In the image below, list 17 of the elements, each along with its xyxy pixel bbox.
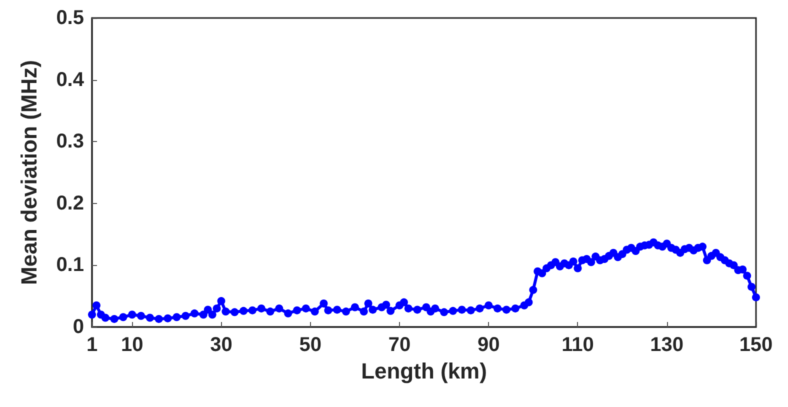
x-tick-label: 10 xyxy=(120,334,144,356)
x-tick-label: 70 xyxy=(388,334,411,356)
y-tick-label: 0.1 xyxy=(56,254,84,276)
y-tick-label: 0.3 xyxy=(56,130,84,153)
x-axis-title: Length (km) xyxy=(361,358,487,384)
x-tick-label: 1 xyxy=(86,334,98,356)
x-tick-label: 150 xyxy=(739,334,773,356)
y-tick-label: 0 xyxy=(72,316,84,338)
x-tick-label: 130 xyxy=(650,334,684,356)
x-tick-label: 110 xyxy=(562,334,594,356)
x-tick-label: 50 xyxy=(299,334,322,356)
y-tick-label: 0.5 xyxy=(56,7,84,29)
y-tick-label: 0.4 xyxy=(56,68,85,91)
x-tick-label: 90 xyxy=(477,334,500,356)
y-axis-title: Mean deviation (MHz) xyxy=(16,60,42,285)
x-tick-label: 30 xyxy=(210,334,232,356)
y-tick-label: 0.2 xyxy=(56,192,84,214)
